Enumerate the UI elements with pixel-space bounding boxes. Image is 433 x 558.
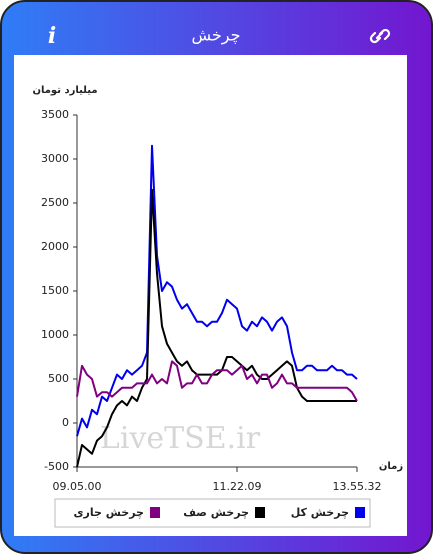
y-tick-label: -500: [44, 460, 69, 473]
legend: [54, 498, 371, 528]
info-button[interactable]: i: [48, 23, 56, 49]
legend-swatch: [150, 507, 160, 518]
y-axis-label: میلیارد تومان: [32, 85, 97, 96]
y-tick-label: 1000: [41, 328, 69, 341]
series-line: [76, 188, 357, 468]
x-tick-label: 09.05.00: [53, 480, 102, 493]
legend-label: چرخش کل: [291, 506, 349, 519]
x-tick-label: 13.55.32: [333, 480, 382, 493]
chart-title: چرخش: [191, 26, 240, 46]
watermark: LiveTSE.ir: [100, 421, 261, 456]
y-tick-label: 1500: [41, 284, 69, 297]
x-tick-label: 11.22.09: [213, 480, 262, 493]
y-tick-label: 2000: [41, 240, 69, 253]
legend-label: چرخش جاری: [73, 506, 144, 519]
legend-swatch: [255, 507, 265, 518]
series-line: [76, 144, 358, 437]
link-icon: [378, 28, 391, 41]
y-tick-label: 500: [48, 372, 69, 385]
legend-swatch: [355, 507, 365, 518]
y-tick-label: 3000: [41, 152, 69, 165]
y-tick-label: 2500: [41, 196, 69, 209]
link-icon: [369, 31, 382, 44]
link-button[interactable]: [369, 28, 391, 44]
chart-panel: [14, 55, 407, 536]
link-icon: [375, 31, 384, 40]
y-tick-label: 3500: [41, 108, 69, 121]
series-line: [76, 360, 358, 402]
x-axis-label: زمان: [379, 461, 403, 472]
legend-label: چرخش صف: [183, 506, 249, 519]
y-tick-label: 0: [62, 416, 69, 429]
